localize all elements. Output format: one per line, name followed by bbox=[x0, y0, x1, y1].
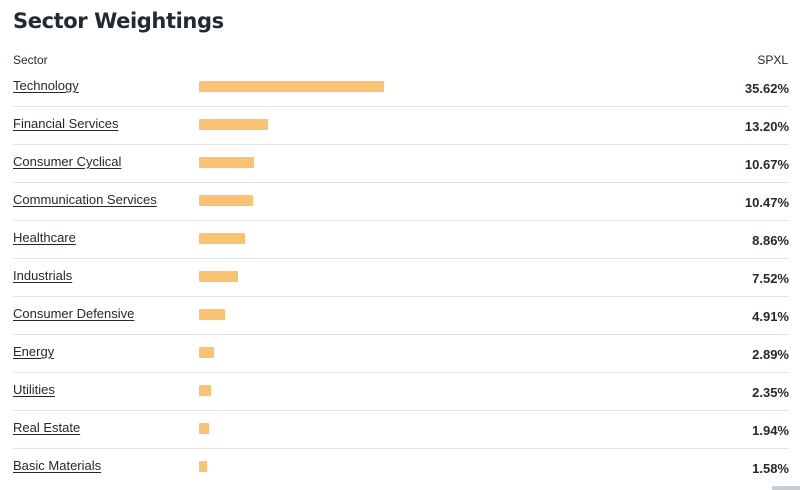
sector-bar bbox=[199, 157, 255, 168]
sector-percentage: 4.91% bbox=[752, 309, 789, 324]
sector-percentage: 7.52% bbox=[752, 271, 789, 286]
sector-bar bbox=[199, 119, 268, 130]
sector-column-header: Sector bbox=[13, 53, 48, 67]
sector-link-utilities[interactable]: Utilities bbox=[13, 382, 55, 397]
bar-track bbox=[199, 81, 699, 92]
sector-bar bbox=[199, 309, 225, 320]
sector-percentage: 2.35% bbox=[752, 385, 789, 400]
sector-bar bbox=[199, 461, 208, 472]
page-title: Sector Weightings bbox=[13, 9, 224, 33]
bar-track bbox=[199, 157, 699, 168]
sector-bar bbox=[199, 385, 212, 396]
sector-row: Communication Services 10.47% bbox=[13, 183, 789, 221]
bar-track bbox=[199, 461, 699, 472]
sector-link-industrials[interactable]: Industrials bbox=[13, 268, 73, 283]
sector-row: Utilities 2.35% bbox=[13, 373, 789, 411]
sector-row: Basic Materials 1.58% bbox=[13, 449, 789, 486]
sector-bar bbox=[199, 195, 254, 206]
sector-row: Industrials 7.52% bbox=[13, 259, 789, 297]
bar-track bbox=[199, 385, 699, 396]
fund-column-header: SPXL bbox=[757, 53, 788, 67]
sector-percentage: 2.89% bbox=[752, 347, 789, 362]
sector-row: Financial Services 13.20% bbox=[13, 107, 789, 145]
sector-link-real-estate[interactable]: Real Estate bbox=[13, 420, 81, 435]
sector-bar bbox=[199, 233, 246, 244]
bar-track bbox=[199, 423, 699, 434]
bar-track bbox=[199, 119, 699, 130]
sector-link-communication-services[interactable]: Communication Services bbox=[13, 192, 157, 207]
bar-track bbox=[199, 195, 699, 206]
sector-bar bbox=[199, 347, 214, 358]
sector-link-basic-materials[interactable]: Basic Materials bbox=[13, 458, 102, 473]
sector-row: Healthcare 8.86% bbox=[13, 221, 789, 259]
sector-link-consumer-defensive[interactable]: Consumer Defensive bbox=[13, 306, 135, 321]
sector-link-healthcare[interactable]: Healthcare bbox=[13, 230, 76, 245]
sector-link-financial-services[interactable]: Financial Services bbox=[13, 116, 119, 131]
sector-row: Real Estate 1.94% bbox=[13, 411, 789, 449]
horizontal-scrollbar[interactable] bbox=[772, 486, 800, 490]
sector-percentage: 8.86% bbox=[752, 233, 789, 248]
sector-bar bbox=[199, 271, 239, 282]
sector-row: Consumer Defensive 4.91% bbox=[13, 297, 789, 335]
sector-bar bbox=[199, 81, 384, 92]
sector-percentage: 13.20% bbox=[744, 119, 789, 134]
sector-weightings-list: Technology 35.62% Financial Services 13.… bbox=[13, 69, 789, 486]
sector-bar bbox=[199, 423, 210, 434]
sector-row: Energy 2.89% bbox=[13, 335, 789, 373]
sector-link-consumer-cyclical[interactable]: Consumer Cyclical bbox=[13, 154, 122, 169]
sector-percentage: 10.67% bbox=[744, 157, 789, 172]
sector-percentage: 10.47% bbox=[744, 195, 789, 210]
sector-row: Technology 35.62% bbox=[13, 69, 789, 107]
sector-percentage: 1.94% bbox=[752, 423, 789, 438]
sector-row: Consumer Cyclical 10.67% bbox=[13, 145, 789, 183]
bar-track bbox=[199, 271, 699, 282]
bar-track bbox=[199, 347, 699, 358]
sector-percentage: 35.62% bbox=[744, 81, 789, 96]
bar-track bbox=[199, 233, 699, 244]
sector-link-energy[interactable]: Energy bbox=[13, 344, 55, 359]
sector-percentage: 1.58% bbox=[752, 461, 789, 476]
bar-track bbox=[199, 309, 699, 320]
sector-link-technology[interactable]: Technology bbox=[13, 78, 79, 93]
